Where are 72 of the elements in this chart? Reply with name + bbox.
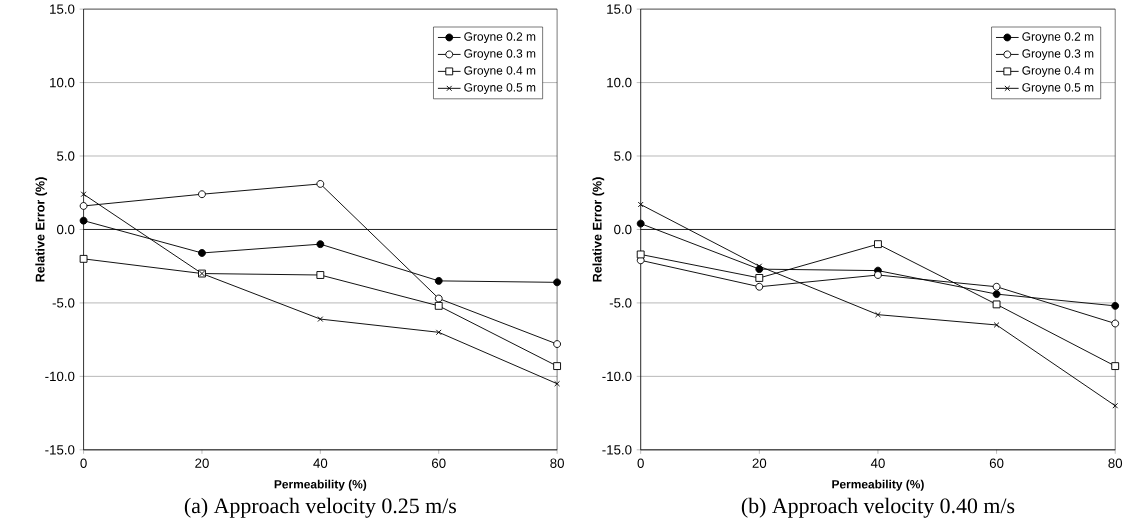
- text: (b) Approach velocity 0.40 m/s: [741, 497, 1015, 518]
- point: [553, 278, 562, 287]
- x-tick-label: 20: [752, 458, 767, 468]
- point: [1112, 402, 1119, 409]
- legend-label: Groyne 0.4 m: [464, 66, 536, 77]
- point: [755, 273, 764, 282]
- y-tick-label: 15.0: [50, 4, 75, 14]
- point: [316, 240, 325, 248]
- legend-label: Groyne 0.5 m: [464, 82, 536, 94]
- x-tick-label: 20: [195, 458, 209, 468]
- point: [79, 254, 88, 263]
- x-tick-label: 80: [1108, 458, 1123, 468]
- y-tick-label: -5.0: [52, 298, 75, 308]
- y-tick-label: 5.0: [57, 151, 75, 161]
- x-tick-label: 0: [80, 458, 87, 468]
- point: [553, 339, 562, 348]
- point: [79, 216, 88, 225]
- legend-label: Groyne 0.2 m: [464, 32, 536, 43]
- point: [1111, 301, 1120, 310]
- point: [755, 282, 764, 291]
- x-tick-label: 40: [313, 458, 328, 468]
- point: [435, 329, 442, 336]
- point: [554, 380, 561, 387]
- point: [316, 270, 325, 279]
- point: [198, 248, 206, 257]
- legend-label: Groyne 0.5 m: [1022, 82, 1094, 94]
- y-axis-title: Relative Error (%): [592, 177, 605, 282]
- point: [992, 282, 1001, 291]
- point: [874, 240, 882, 248]
- y-tick-label: 0.0: [56, 224, 75, 234]
- x-axis-title: Permeability (%): [832, 479, 924, 491]
- point: [637, 201, 644, 208]
- y-tick-label: 5.0: [614, 151, 632, 161]
- point: [992, 300, 1001, 309]
- y-tick-label: -15.0: [45, 444, 75, 455]
- point: [434, 301, 443, 310]
- y-tick-label: -15.0: [602, 444, 632, 455]
- y-tick-label: -10.0: [602, 371, 632, 381]
- y-axis-title: Relative Error (%): [35, 177, 48, 282]
- point: [79, 201, 88, 210]
- point: [875, 311, 881, 318]
- point: [434, 276, 443, 285]
- point: [553, 361, 562, 370]
- point: [434, 294, 443, 303]
- legend-label: Groyne 0.3 m: [464, 49, 536, 60]
- point: [636, 250, 645, 259]
- point: [80, 191, 87, 197]
- y-tick-label: 0.0: [614, 224, 632, 234]
- legend-label: Groyne 0.3 m: [1022, 49, 1094, 60]
- x-tick-label: 0: [637, 458, 644, 468]
- legend-label: Groyne 0.4 m: [1022, 66, 1094, 77]
- y-tick-label: -10.0: [45, 371, 75, 381]
- y-tick-label: 10.0: [607, 77, 632, 88]
- point: [1111, 361, 1120, 370]
- x-tick-label: 60: [432, 458, 446, 468]
- point: [636, 219, 645, 228]
- point: [874, 270, 882, 279]
- point: [317, 315, 324, 322]
- y-tick-label: 10.0: [50, 77, 75, 88]
- point: [198, 190, 206, 198]
- point: [1111, 319, 1120, 328]
- point: [992, 289, 1001, 298]
- x-tick-label: 40: [870, 458, 885, 468]
- point: [993, 321, 1000, 328]
- y-tick-label: 15.0: [607, 4, 632, 14]
- text: (a) Approach velocity 0.25 m/s: [184, 497, 456, 518]
- x-tick-label: 80: [550, 458, 564, 468]
- x-tick-label: 60: [989, 458, 1004, 468]
- x-axis-title: Permeability (%): [274, 479, 367, 491]
- y-tick-label: -5.0: [609, 298, 632, 308]
- legend-label: Groyne 0.2 m: [1022, 32, 1094, 43]
- point: [316, 179, 325, 188]
